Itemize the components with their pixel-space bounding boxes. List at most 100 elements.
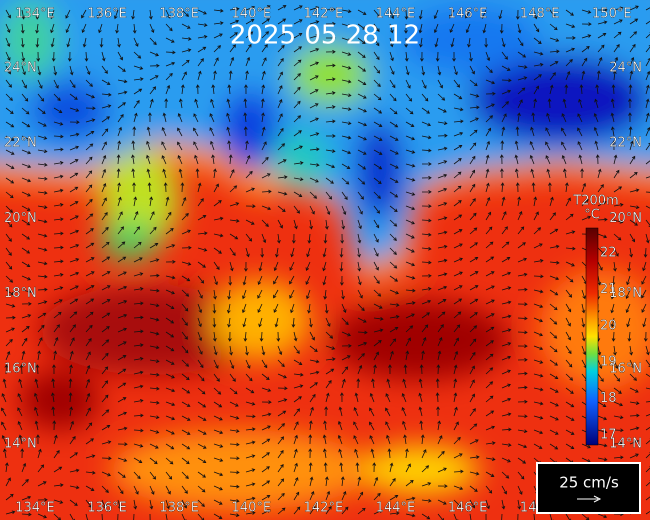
vector-arrow <box>133 443 144 448</box>
vector-arrow <box>485 211 492 221</box>
vector-arrow <box>194 98 199 109</box>
vector-arrow <box>213 247 222 254</box>
vector-arrow <box>149 513 151 520</box>
vector-arrow <box>517 51 527 58</box>
colorbar-tick-label: 18 <box>600 391 617 406</box>
vector-arrow <box>37 350 41 361</box>
vector-arrow <box>37 274 48 279</box>
vector-arrow <box>405 479 414 487</box>
vector-arrow <box>465 9 471 19</box>
vector-arrow <box>485 182 490 193</box>
vector-arrow <box>549 228 559 235</box>
vector-arrow <box>501 257 511 263</box>
vector-arrow <box>101 182 107 193</box>
vector-arrow <box>437 65 442 76</box>
vector-arrow <box>389 37 394 48</box>
vector-arrow <box>69 186 79 193</box>
vector-arrow <box>517 272 528 277</box>
vector-arrow <box>341 135 352 140</box>
vector-arrow <box>373 247 379 257</box>
vector-arrow <box>498 9 503 20</box>
vector-arrow <box>356 378 361 389</box>
vector-arrow <box>180 182 185 193</box>
vector-arrow <box>181 513 187 520</box>
vector-arrow <box>277 143 286 151</box>
vector-arrow <box>501 211 507 221</box>
vector-arrow <box>275 247 279 258</box>
vector-arrow <box>1 421 7 431</box>
vector-arrow <box>181 196 187 207</box>
vector-arrow <box>197 198 204 207</box>
vector-arrow <box>322 434 327 445</box>
lon-label: 136°E <box>87 501 127 516</box>
vector-arrow <box>357 191 364 200</box>
vector-arrow <box>117 382 127 389</box>
vector-arrow <box>85 470 96 475</box>
vector-arrow <box>165 289 175 295</box>
vector-arrow <box>565 70 571 81</box>
vector-arrow <box>437 133 448 138</box>
vector-arrow <box>453 499 461 507</box>
vector-arrow <box>133 196 138 207</box>
vector-arrow <box>642 317 647 328</box>
vector-arrow <box>149 196 153 207</box>
vector-arrow <box>117 341 127 347</box>
vector-arrow <box>517 443 528 449</box>
vector-arrow <box>531 182 536 193</box>
vector-arrow <box>421 79 427 89</box>
vector-arrow <box>21 191 31 197</box>
vector-arrow <box>165 23 173 32</box>
vector-arrow <box>565 182 569 193</box>
vector-arrow <box>165 401 176 407</box>
vector-arrow <box>117 411 128 417</box>
vector-arrow <box>437 299 447 305</box>
vector-arrow <box>386 434 391 445</box>
vector-arrow <box>565 261 575 267</box>
vector-arrow <box>85 118 96 123</box>
vector-arrow <box>69 93 78 100</box>
vector-arrow <box>469 513 473 520</box>
vector-arrow <box>165 429 175 435</box>
vector-arrow <box>69 285 79 291</box>
vector-arrow <box>261 70 266 81</box>
vector-arrow <box>626 275 631 286</box>
vector-arrow <box>629 426 640 431</box>
vector-arrow <box>181 229 191 235</box>
vector-arrow <box>261 480 271 487</box>
vector-arrow <box>501 355 512 361</box>
vector-arrow <box>212 331 217 342</box>
vector-arrow <box>338 448 343 459</box>
vector-arrow <box>613 203 624 207</box>
vector-arrow <box>1 393 7 403</box>
vector-arrow <box>549 401 559 407</box>
vector-arrow <box>197 58 204 67</box>
vector-arrow <box>629 413 640 418</box>
vector-arrow <box>325 7 336 12</box>
vector-arrow <box>453 324 461 333</box>
vector-arrow <box>597 44 605 53</box>
lon-label: 138°E <box>159 7 199 22</box>
vector-arrow <box>181 48 192 53</box>
vector-arrow <box>485 79 496 85</box>
vector-arrow <box>69 435 76 445</box>
vector-arrow <box>389 219 398 227</box>
vector-arrow <box>309 89 319 95</box>
vector-arrow <box>597 429 608 434</box>
vector-arrow <box>197 457 207 464</box>
vector-arrow <box>453 65 458 76</box>
vector-arrow <box>341 219 346 230</box>
vector-arrow <box>389 303 400 307</box>
vector-arrow <box>66 37 71 48</box>
vector-arrow <box>437 79 443 89</box>
vector-arrow <box>309 132 320 137</box>
vector-arrow <box>21 337 28 347</box>
vector-arrow <box>325 21 336 26</box>
vector-arrow <box>257 289 263 299</box>
vector-arrow <box>533 274 544 279</box>
vector-arrow <box>293 161 304 165</box>
vector-arrow <box>261 425 271 431</box>
vector-arrow <box>133 315 144 320</box>
vector-arrow <box>149 23 155 33</box>
vector-arrow <box>85 422 93 431</box>
vector-arrow <box>213 401 223 408</box>
